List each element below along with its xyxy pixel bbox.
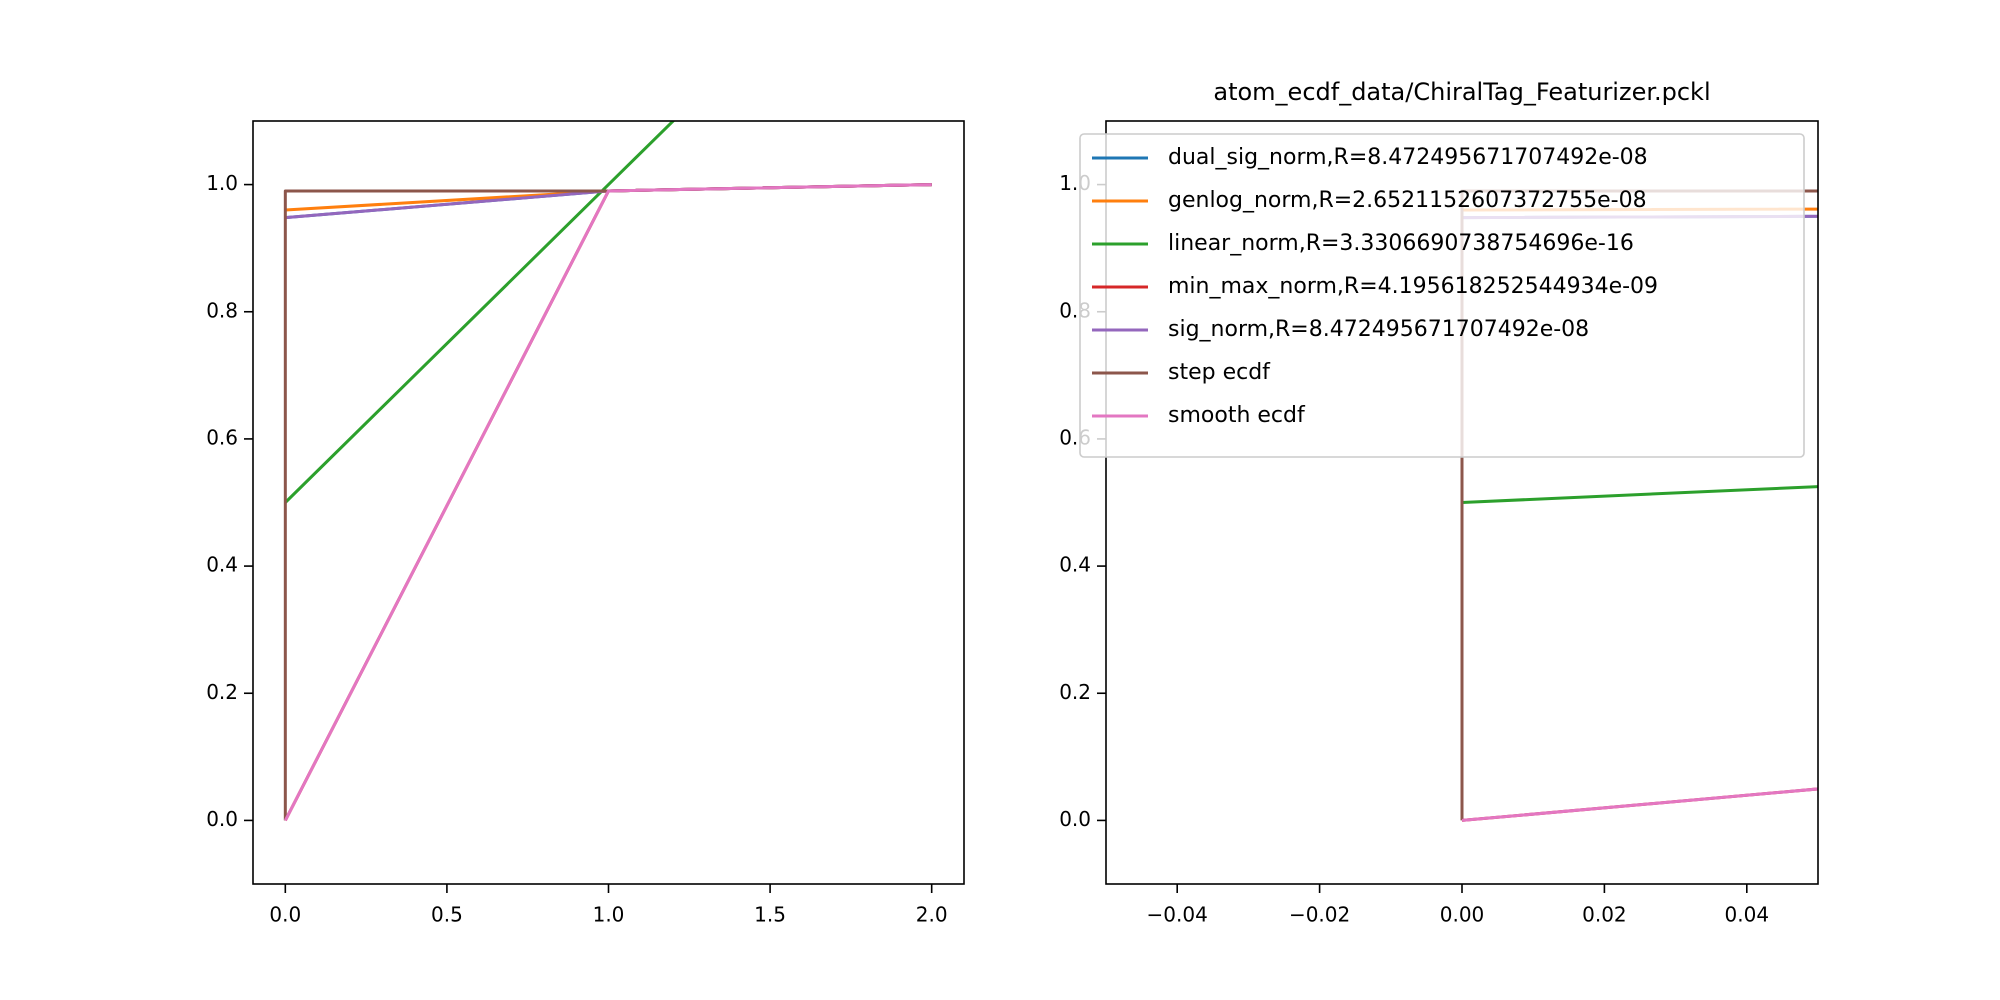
plot-area [283,121,932,822]
y-tick-label: 1.0 [206,171,238,195]
legend-label: linear_norm,R=3.3306690738754696e-16 [1168,231,1634,256]
y-tick-label: 0.2 [1059,680,1091,704]
x-tick-label: 0.04 [1725,903,1770,927]
y-tick-label: 0.6 [206,425,238,449]
axes-frame [252,120,965,885]
legend-label: smooth ecdf [1168,403,1306,428]
x-tick-label: 2.0 [916,903,948,927]
x-tick-label: 0.0 [269,903,301,927]
x-tick-label: 0.00 [1440,903,1485,927]
series-line [1460,189,1818,821]
legend-label: min_max_norm,R=4.195618252544934e-09 [1168,274,1658,299]
x-tick-label: 1.0 [593,903,625,927]
x-tick-label: −0.02 [1289,903,1350,927]
x-tick-label: −0.04 [1147,903,1208,927]
legend-label: step ecdf [1168,360,1271,385]
plot-area [1460,189,1818,822]
y-tick-label: 0.4 [206,553,238,577]
series-line [283,183,932,822]
y-tick-label: 0.8 [206,298,238,322]
x-tick-label: 0.02 [1582,903,1627,927]
series-line [284,121,676,504]
x-tick-label: 0.5 [431,903,463,927]
x-tick-label: 1.5 [754,903,786,927]
y-tick-label: 0.0 [206,807,238,831]
chart-title: atom_ecdf_data/ChiralTag_Featurizer.pckl [1213,78,1710,106]
series-line [283,183,932,822]
legend-label: genlog_norm,R=2.6521152607372755e-08 [1168,188,1647,213]
legend-box [1079,133,1805,458]
series-line [285,183,932,212]
series-line [283,183,932,821]
legend-label: sig_norm,R=8.472495671707492e-08 [1168,317,1589,342]
y-tick-label: 0.2 [206,680,238,704]
y-tick-label: 0.0 [1059,807,1091,831]
y-tick-label: 0.4 [1059,553,1091,577]
legend-label: dual_sig_norm,R=8.472495671707492e-08 [1168,145,1648,170]
